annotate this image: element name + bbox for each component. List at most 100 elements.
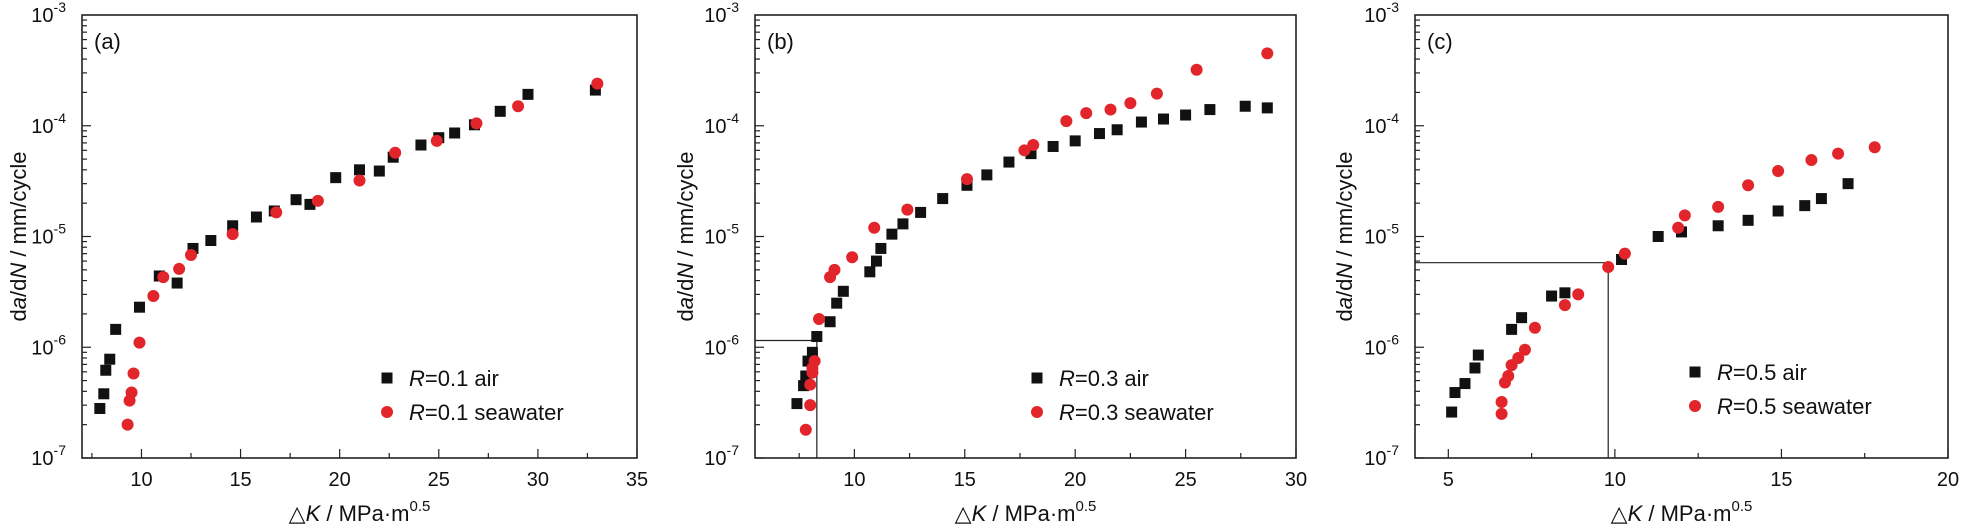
legend-marker-circle — [1031, 406, 1043, 418]
data-point-square — [1446, 406, 1458, 418]
data-point-square — [227, 220, 239, 232]
data-point-circle — [1672, 221, 1685, 234]
data-point-circle — [353, 174, 366, 187]
data-point-square — [875, 242, 887, 254]
data-point-circle — [1832, 147, 1845, 160]
data-point-square — [205, 235, 217, 247]
data-point-square — [1135, 116, 1147, 128]
y-tick-label: 10-3 — [704, 0, 739, 27]
data-point-square — [1180, 109, 1192, 121]
data-point-circle — [901, 203, 914, 216]
data-point-circle — [173, 262, 186, 275]
data-point-circle — [1502, 370, 1515, 383]
data-point-circle — [157, 271, 170, 284]
data-point-circle — [1742, 179, 1755, 192]
legend-label: R=0.5 seawater — [1717, 394, 1872, 419]
y-axis-label: da/dN / mm/cycle — [6, 152, 31, 322]
data-point-square — [937, 193, 949, 205]
y-tick-label: 10-4 — [704, 110, 739, 138]
legend-label: R=0.3 seawater — [1059, 400, 1214, 425]
x-tick-label: 15 — [954, 469, 976, 491]
data-point-circle — [846, 251, 859, 264]
x-tick-label: 25 — [428, 469, 450, 491]
data-point-square — [304, 198, 316, 210]
data-point-square — [373, 165, 385, 177]
data-point-circle — [1495, 396, 1508, 409]
data-point-circle — [1018, 144, 1031, 157]
data-point-circle — [1572, 288, 1585, 301]
data-point-circle — [1678, 209, 1691, 222]
data-point-square — [1742, 214, 1754, 226]
data-point-circle — [1868, 141, 1881, 154]
legend-marker-circle — [1689, 400, 1701, 412]
y-axis-label: da/dN / mm/cycle — [673, 152, 698, 322]
data-point-square — [824, 316, 836, 328]
data-point-square — [1546, 290, 1558, 302]
data-point-circle — [1261, 47, 1274, 60]
data-point-square — [1158, 113, 1170, 125]
y-tick-label: 10-6 — [31, 331, 66, 359]
data-point-square — [171, 277, 183, 289]
data-point-circle — [1772, 165, 1785, 178]
data-point-circle — [1080, 107, 1093, 120]
data-point-square — [187, 242, 199, 254]
data-point-square — [1239, 100, 1251, 112]
data-point-circle — [127, 367, 140, 380]
data-point-square — [837, 285, 849, 297]
data-point-square — [886, 228, 898, 240]
panel-label: (b) — [767, 29, 794, 54]
data-point-circle — [813, 312, 826, 325]
data-point-square — [1025, 148, 1037, 160]
data-point-circle — [133, 336, 146, 349]
data-point-square — [250, 211, 262, 223]
data-point-square — [415, 139, 427, 151]
data-point-circle — [799, 423, 812, 436]
y-tick-label: 10-3 — [31, 0, 66, 27]
data-point-circle — [591, 77, 604, 90]
data-point-square — [1842, 178, 1854, 190]
data-point-square — [1469, 362, 1481, 374]
data-point-circle — [512, 100, 525, 113]
data-point-square — [1069, 135, 1081, 147]
data-point-square — [870, 255, 882, 267]
legend-marker-square — [1031, 372, 1043, 384]
x-axis-label: △K / MPa·m0.5 — [289, 498, 431, 526]
data-point-circle — [125, 386, 138, 399]
legend-marker-square — [1689, 366, 1701, 378]
data-point-circle — [185, 249, 198, 262]
data-point-circle — [470, 117, 483, 130]
x-tick-label: 10 — [843, 469, 865, 491]
data-point-circle — [1150, 87, 1163, 100]
y-tick-label: 10-6 — [1364, 331, 1399, 359]
data-point-square — [1799, 200, 1811, 212]
data-point-circle — [1618, 247, 1631, 260]
data-point-square — [831, 297, 843, 309]
data-point-square — [1772, 205, 1784, 217]
data-point-circle — [804, 378, 817, 391]
data-point-square — [1449, 387, 1461, 399]
data-point-square — [961, 179, 973, 191]
data-point-circle — [1558, 299, 1571, 312]
data-point-square — [802, 355, 814, 367]
x-axis-label: △K / MPa·m0.5 — [1611, 498, 1753, 526]
y-tick-label: 10-7 — [1364, 442, 1399, 470]
panel-b: 10 15 20 25 30 10-7 10-6 10-5 10-4 10-3 △K / MPa·m… — [673, 0, 1307, 526]
data-point-circle — [828, 263, 841, 276]
x-tick-label: 20 — [329, 469, 351, 491]
y-tick-label: 10-5 — [31, 221, 66, 249]
legend-marker-circle — [381, 406, 393, 418]
y-tick-label: 10-7 — [704, 442, 739, 470]
data-point-square — [1815, 193, 1827, 205]
data-point-circle — [389, 146, 402, 159]
data-point-square — [1047, 140, 1059, 152]
data-point-circle — [1518, 343, 1531, 356]
data-point-square — [133, 301, 145, 313]
x-tick-label: 10 — [1604, 469, 1626, 491]
data-point-square — [1712, 220, 1724, 232]
plot-frame — [754, 14, 1297, 459]
data-point-square — [1472, 349, 1484, 361]
x-tick-label: 25 — [1174, 469, 1196, 491]
data-point-square — [806, 346, 818, 358]
data-point-square — [330, 172, 342, 184]
